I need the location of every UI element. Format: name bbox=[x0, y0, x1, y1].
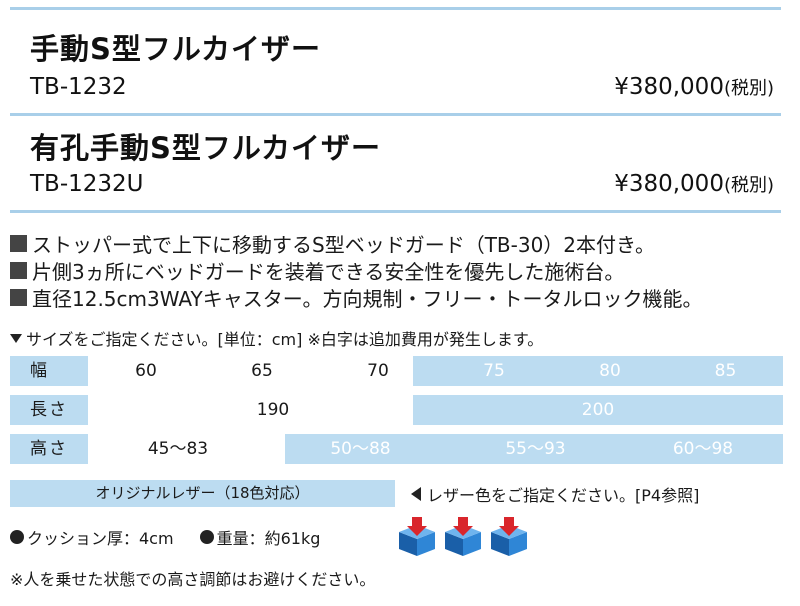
spec-value: 80 bbox=[599, 361, 621, 381]
spec-value: 60 bbox=[135, 361, 157, 381]
spec-value: 50〜88 bbox=[330, 439, 391, 459]
size-note: サイズをご指定ください。[単位：cm] ※白字は追加費用が発生します。 bbox=[10, 326, 543, 350]
leather-note-text: レザー色をご指定ください。[P4参照] bbox=[427, 486, 700, 505]
spec-label: 幅 bbox=[30, 361, 49, 381]
square-bullet-icon bbox=[10, 289, 27, 306]
tax-note: (税別) bbox=[723, 175, 774, 196]
spec-row-width: 幅 60 65 70 75 80 85 bbox=[10, 356, 783, 386]
spec-value: 200 bbox=[581, 400, 615, 420]
price-value: ¥380,000 bbox=[614, 171, 724, 197]
shipping-box-icon bbox=[445, 517, 481, 556]
feature-text: 片側3ヵ所にベッドガードを装着できる安全性を優先した施術台。 bbox=[32, 260, 625, 284]
weight-spec: 重量：約61kg bbox=[216, 529, 321, 548]
spec-row-length: 長さ 190 200 bbox=[10, 395, 783, 425]
standard-option-highlight bbox=[88, 395, 413, 425]
shipping-box-icons bbox=[396, 517, 530, 557]
product-model: TB-1232 bbox=[30, 74, 127, 100]
size-note-text: サイズをご指定ください。[単位：cm] ※白字は追加費用が発生します。 bbox=[26, 330, 544, 349]
triangle-left-icon bbox=[411, 487, 421, 501]
feature-item: 直径12.5cm3WAYキャスター。方向規制・フリー・トータルロック機能。 bbox=[10, 284, 800, 311]
spec-value: 60〜98 bbox=[672, 439, 734, 459]
product-divider bbox=[10, 113, 781, 116]
spec-value: 65 bbox=[251, 361, 273, 381]
standard-option-highlight bbox=[88, 356, 413, 386]
caution-note: ※人を乗せた状態での高さ調節はお避けください。 bbox=[10, 570, 376, 589]
feature-item: 片側3ヵ所にベッドガードを装着できる安全性を優先した施術台。 bbox=[10, 257, 800, 284]
leather-note: レザー色をご指定ください。[P4参照] bbox=[411, 482, 699, 506]
product-price: ¥380,000(税別) bbox=[614, 74, 774, 100]
spec-value: 75 bbox=[483, 361, 505, 381]
physical-specs: クッション厚：4cm 重量：約61kg bbox=[10, 525, 320, 549]
spec-value: 70 bbox=[367, 361, 389, 381]
square-bullet-icon bbox=[10, 235, 27, 252]
triangle-down-icon bbox=[10, 333, 22, 343]
product-divider bbox=[10, 210, 781, 213]
bullet-dot-icon bbox=[199, 530, 214, 544]
top-divider bbox=[10, 7, 781, 10]
spec-label: 高さ bbox=[30, 439, 68, 459]
feature-text: ストッパー式で上下に移動するS型ベッドガード（TB-30）2本付き。 bbox=[32, 233, 656, 257]
spec-value: 55〜93 bbox=[505, 439, 566, 459]
feature-text: 直径12.5cm3WAYキャスター。方向規制・フリー・トータルロック機能。 bbox=[32, 287, 703, 311]
feature-item: ストッパー式で上下に移動するS型ベッドガード（TB-30）2本付き。 bbox=[10, 230, 800, 257]
shipping-box-icon bbox=[399, 517, 435, 556]
feature-list: ストッパー式で上下に移動するS型ベッドガード（TB-30）2本付き。 片側3ヵ所… bbox=[10, 230, 800, 311]
spec-row-height: 高さ 45〜83 50〜88 55〜93 60〜98 bbox=[10, 434, 783, 464]
tax-note: (税別) bbox=[723, 78, 774, 99]
product-price: ¥380,000(税別) bbox=[614, 171, 774, 197]
standard-option-highlight bbox=[88, 434, 285, 464]
cushion-spec: クッション厚：4cm bbox=[27, 529, 174, 548]
price-value: ¥380,000 bbox=[614, 74, 724, 100]
spec-value: 190 bbox=[256, 400, 290, 420]
leather-option: オリジナルレザー（18色対応） bbox=[10, 480, 395, 507]
product-model: TB-1232U bbox=[30, 171, 144, 197]
spec-value: 45〜83 bbox=[147, 439, 209, 459]
product-title: 手動S型フルカイザー bbox=[30, 32, 322, 66]
square-bullet-icon bbox=[10, 262, 27, 279]
bullet-dot-icon bbox=[10, 530, 24, 544]
spec-label: 長さ bbox=[30, 400, 68, 420]
shipping-box-icon bbox=[491, 517, 527, 556]
product-title: 有孔手動S型フルカイザー bbox=[30, 131, 382, 165]
spec-value: 85 bbox=[714, 361, 737, 381]
